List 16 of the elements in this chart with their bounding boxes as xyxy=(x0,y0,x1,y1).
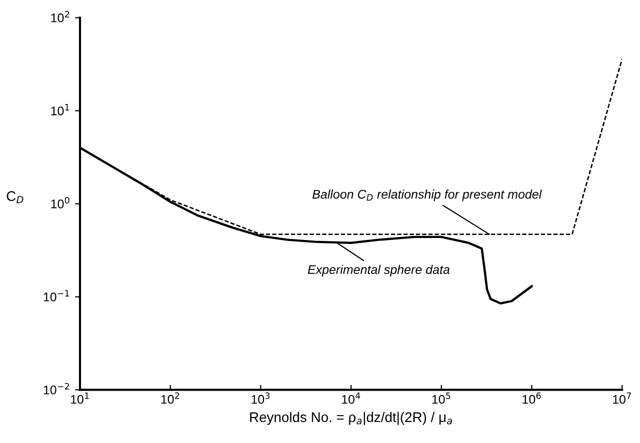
x-tick-label: 10$^{5}$ xyxy=(432,392,450,404)
x-tick-label: 10$^{4}$ xyxy=(342,392,360,404)
x-tick-label: 10$^{2}$ xyxy=(161,392,180,404)
y-axis-title: C$_{D}$ xyxy=(6,191,24,204)
y-tick-label: 10$^{−2}$ xyxy=(44,382,69,394)
x-axis-title: Reynolds No. = ρ$_{a}$|dz/dt|(2R) / μ$_{a}$ xyxy=(250,412,452,425)
x-tick-label: 10$^{6}$ xyxy=(522,392,541,404)
y-tick-label: 10$^{1}$ xyxy=(51,104,70,116)
y-tick-label: 10$^{−1}$ xyxy=(44,290,70,302)
x-tick-label: 10$^{3}$ xyxy=(252,392,270,404)
x-tick-label: 10$^{1}$ xyxy=(70,392,89,404)
y-tick-label: 10$^{0}$ xyxy=(51,196,70,208)
x-tick-label: 10$^{7}$ xyxy=(613,392,631,404)
annotation: Balloon C$_{D}$ relationship for present model xyxy=(312,190,542,202)
annotation: Experimental sphere data xyxy=(308,264,450,276)
y-tick-label: 10$^{2}$ xyxy=(51,10,69,22)
